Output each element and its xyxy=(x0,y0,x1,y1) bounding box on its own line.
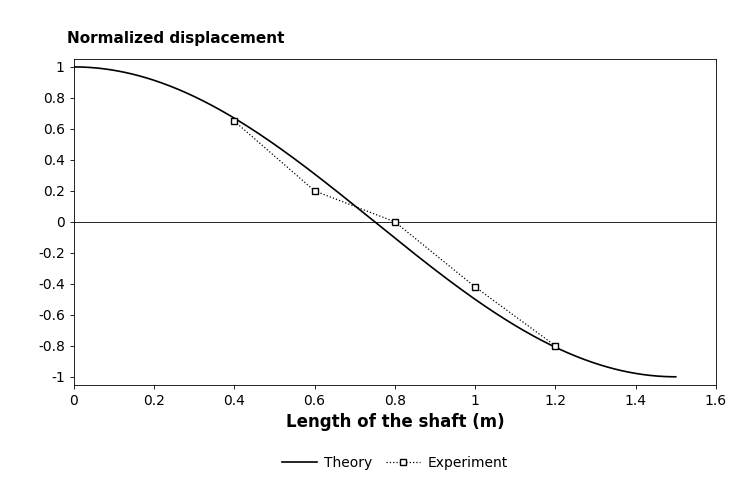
Legend: Theory, Experiment: Theory, Experiment xyxy=(277,450,513,475)
X-axis label: Length of the shaft (m): Length of the shaft (m) xyxy=(286,413,504,431)
Text: Normalized displacement: Normalized displacement xyxy=(67,31,285,46)
